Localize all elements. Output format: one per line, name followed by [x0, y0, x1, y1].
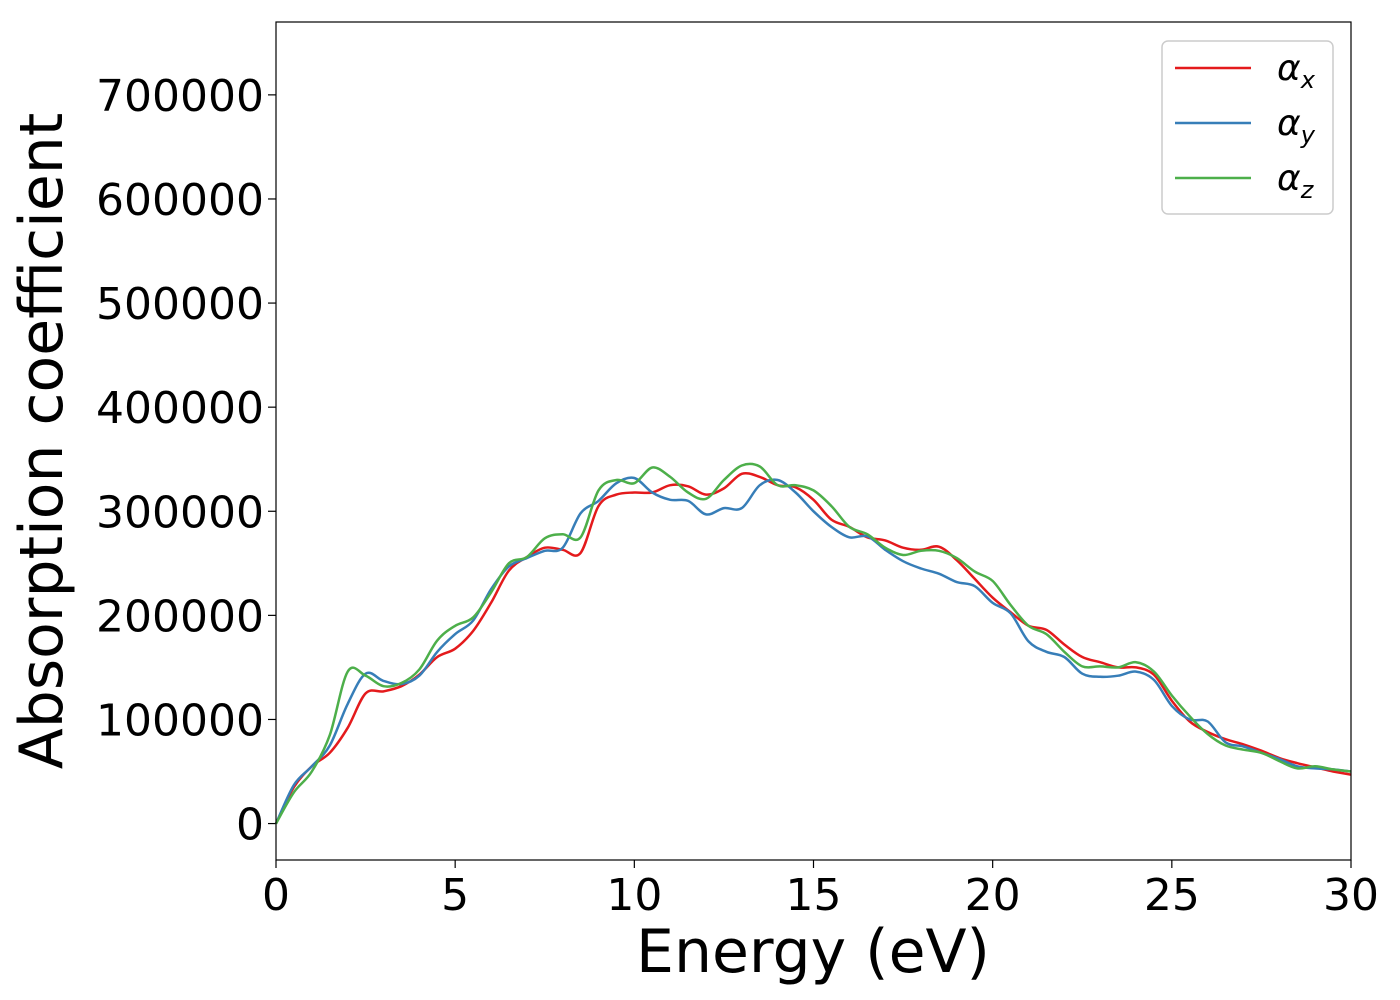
x-axis-ticks: 0 5 10 15 20 25 30	[262, 860, 1379, 921]
y-tick-label: 100000	[96, 695, 264, 746]
y-axis-label: Absorption coefficient	[7, 113, 77, 770]
y-tick-label: 600000	[96, 175, 264, 226]
y-tick-label: 700000	[96, 71, 264, 122]
x-tick-label: 15	[786, 870, 842, 921]
legend-label-alpha-x: αx	[1277, 48, 1316, 94]
x-axis-label: Energy (eV)	[636, 917, 990, 987]
y-tick-label: 500000	[96, 279, 264, 330]
legend-label-alpha-z: αz	[1277, 158, 1315, 204]
legend-box	[1161, 40, 1334, 215]
legend: αx αy αz	[1161, 40, 1334, 215]
series-line-alpha-x	[274, 471, 1352, 825]
series-line-alpha-y	[274, 476, 1352, 825]
y-tick-label: 0	[236, 800, 264, 851]
x-tick-label: 30	[1323, 870, 1379, 921]
y-tick-label: 400000	[96, 383, 264, 434]
y-tick-label: 200000	[96, 591, 264, 642]
x-tick-label: 0	[262, 870, 290, 921]
series-lines	[274, 462, 1352, 825]
series-line-alpha-z	[274, 462, 1352, 825]
plot-area-frame	[275, 21, 1352, 861]
x-tick-label: 5	[441, 870, 469, 921]
y-axis-ticks: 0 100000 200000 300000 400000 500000 600000 700…	[96, 71, 276, 851]
x-tick-label: 25	[1144, 870, 1200, 921]
y-tick-label: 300000	[96, 487, 264, 538]
x-tick-label: 20	[965, 870, 1021, 921]
x-tick-label: 10	[606, 870, 662, 921]
legend-label-alpha-y: αy	[1277, 103, 1316, 149]
